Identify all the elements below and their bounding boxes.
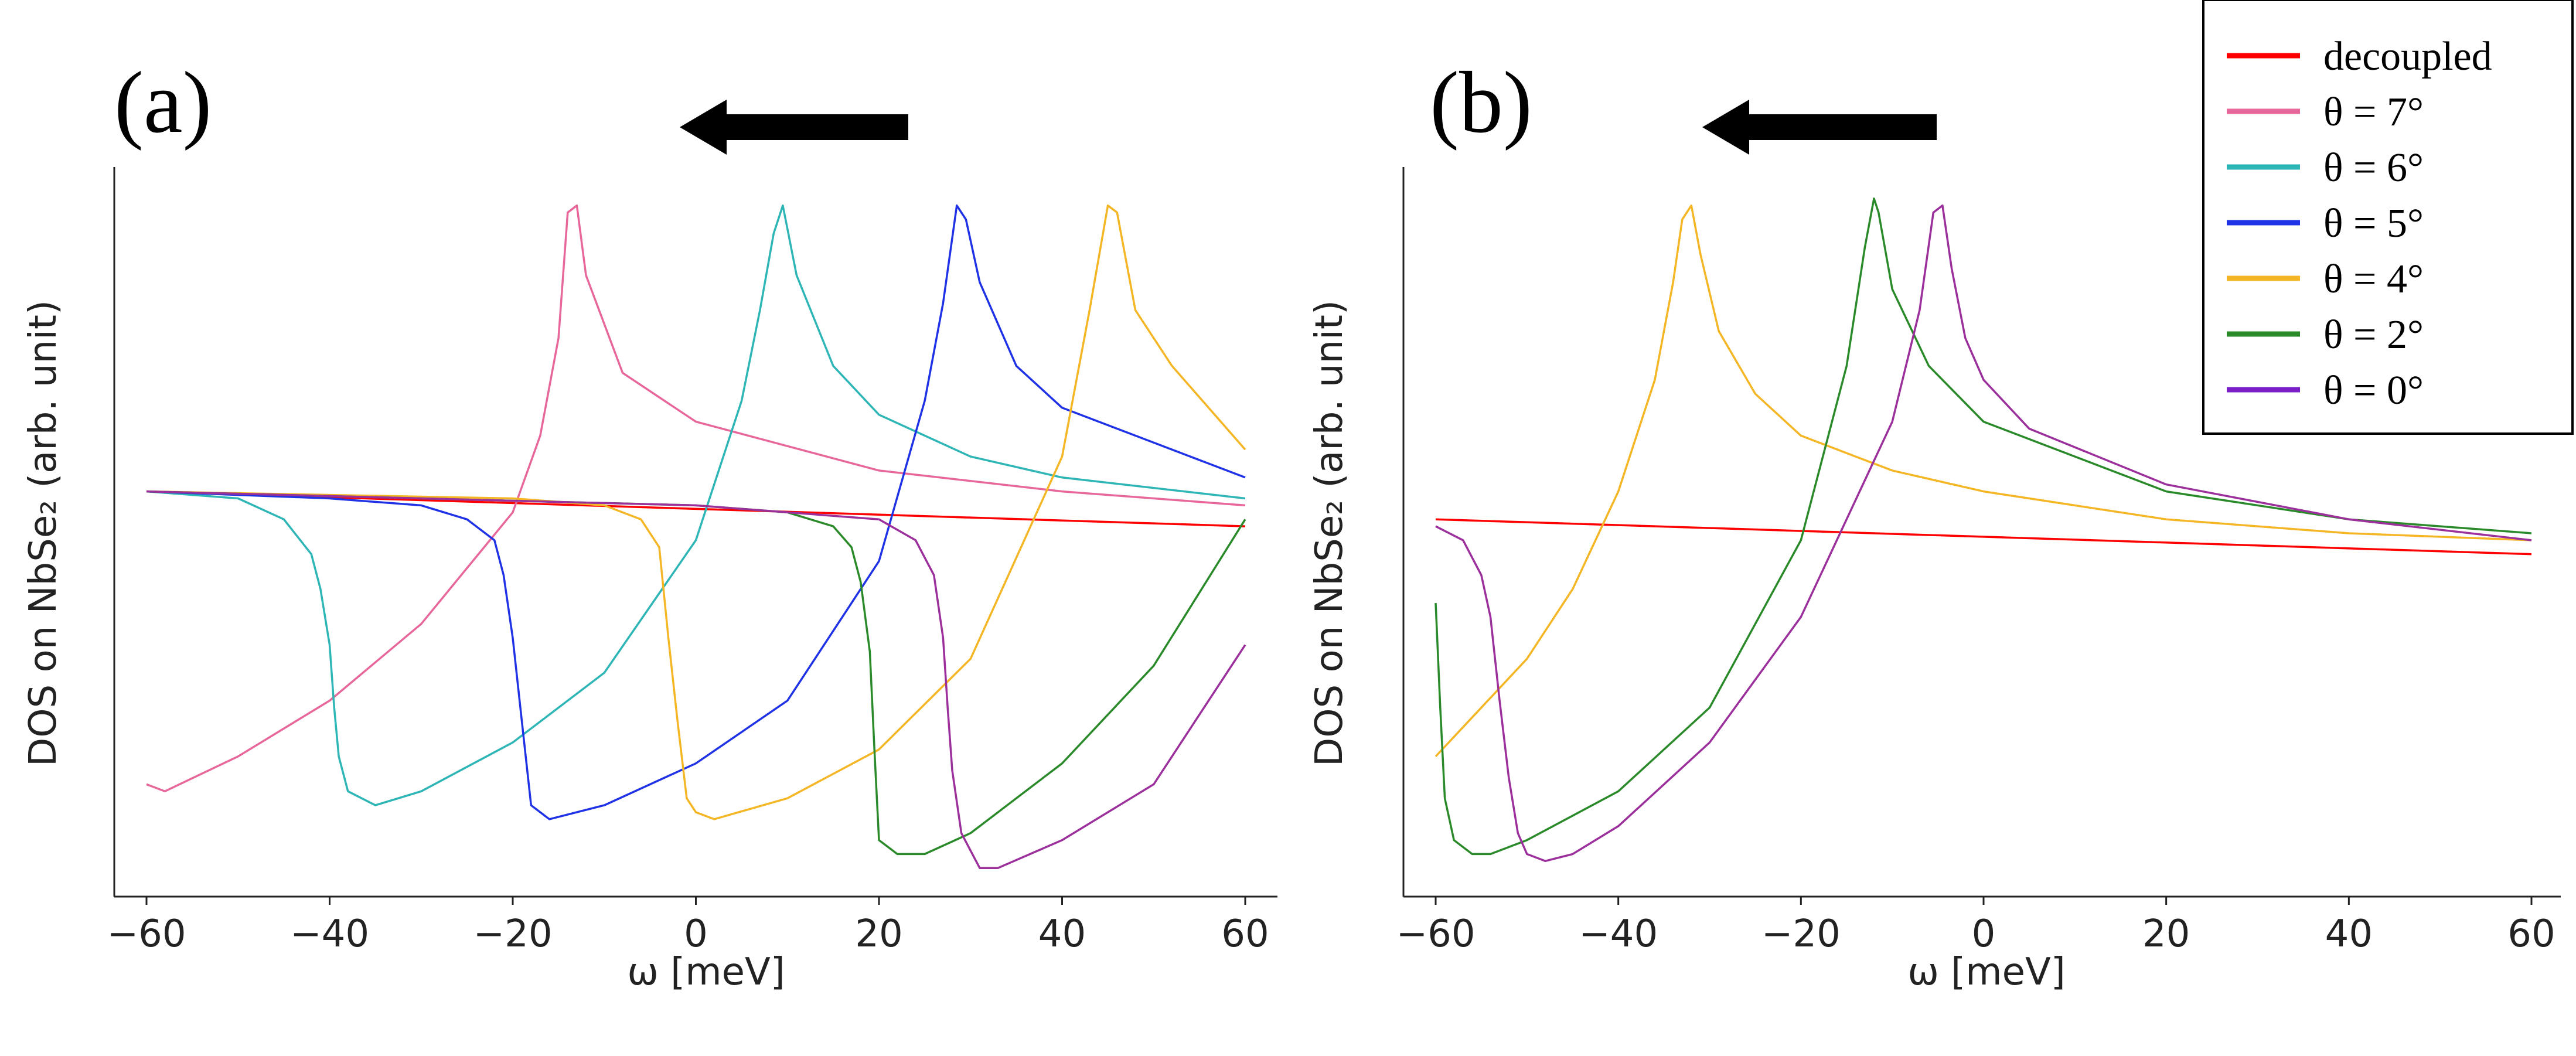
- x-tick-label: 60: [2507, 912, 2555, 956]
- series-line-decoupled: [1435, 518, 2532, 556]
- x-tick-label: −20: [1761, 912, 1841, 956]
- x-axis-title-a: ω [meV]: [627, 951, 785, 994]
- legend-box: [2202, 0, 2574, 435]
- legend-label: θ = 6°: [2323, 145, 2424, 190]
- direction-arrow-a: [680, 100, 908, 155]
- panel-b-label: (b): [1430, 54, 1532, 151]
- x-tick-label: −40: [290, 912, 369, 956]
- legend-label: θ = 2°: [2323, 312, 2424, 357]
- series-line--5-: [146, 204, 1246, 820]
- legend: decoupled θ = 7° θ = 6° θ = 5° θ = 4° θ = 2° θ…: [2202, 0, 2574, 435]
- x-axis-title-b: ω [meV]: [1907, 951, 2065, 994]
- series-line--4-: [146, 204, 1246, 820]
- x-tick-label: 0: [684, 912, 708, 956]
- x-tick-label: 20: [2142, 912, 2190, 956]
- panel-a-label: (a): [114, 54, 212, 151]
- legend-label: θ = 4°: [2323, 257, 2424, 302]
- y-axis-title-b: DOS on NbSe₂ (arb. unit): [1308, 300, 1351, 767]
- series-line--6-: [146, 204, 1246, 806]
- series-line--0-: [1435, 204, 2532, 863]
- legend-label: θ = 0°: [2323, 368, 2424, 413]
- legend-label: θ = 5°: [2323, 201, 2424, 246]
- x-tick-label: −40: [1579, 912, 1658, 956]
- x-tick-label: 0: [1972, 912, 1996, 956]
- legend-label: θ = 7°: [2323, 90, 2424, 135]
- series-line-decoupled: [146, 490, 1246, 527]
- x-tick-label: 20: [855, 912, 902, 956]
- x-tick-label: 40: [2325, 912, 2373, 956]
- series-line--4-: [1434, 204, 2532, 757]
- x-tick-label: −60: [1396, 912, 1475, 956]
- series-group-b: [1434, 197, 2532, 863]
- x-tick-label: −60: [107, 912, 186, 956]
- x-tick-label: −20: [473, 912, 552, 956]
- series-line--7-: [146, 204, 1246, 793]
- direction-arrow-b: [1702, 100, 1937, 155]
- panel-b: (b) −60 −40 −20 0 20 40 60 ω [meV] DOS on NbSe…: [1308, 54, 2561, 994]
- x-ticks-a: −60 −40 −20 0 20 40 60: [107, 897, 1269, 956]
- series-line--2-: [146, 490, 1246, 856]
- legend-label: decoupled: [2323, 34, 2492, 79]
- panel-a: (a) −60 −40 −20 0 20 40 60 ω [meV] DOS on NbSe…: [22, 54, 1277, 994]
- series-group-a: [146, 204, 1246, 869]
- x-ticks-b: −60 −40 −20 0 20 40 60: [1396, 897, 2555, 956]
- series-line--2-: [1434, 197, 2532, 856]
- series-line--0-: [146, 490, 1246, 869]
- x-tick-label: 60: [1221, 912, 1269, 956]
- x-tick-label: 40: [1038, 912, 1086, 956]
- y-axis-title-a: DOS on NbSe₂ (arb. unit): [22, 300, 65, 767]
